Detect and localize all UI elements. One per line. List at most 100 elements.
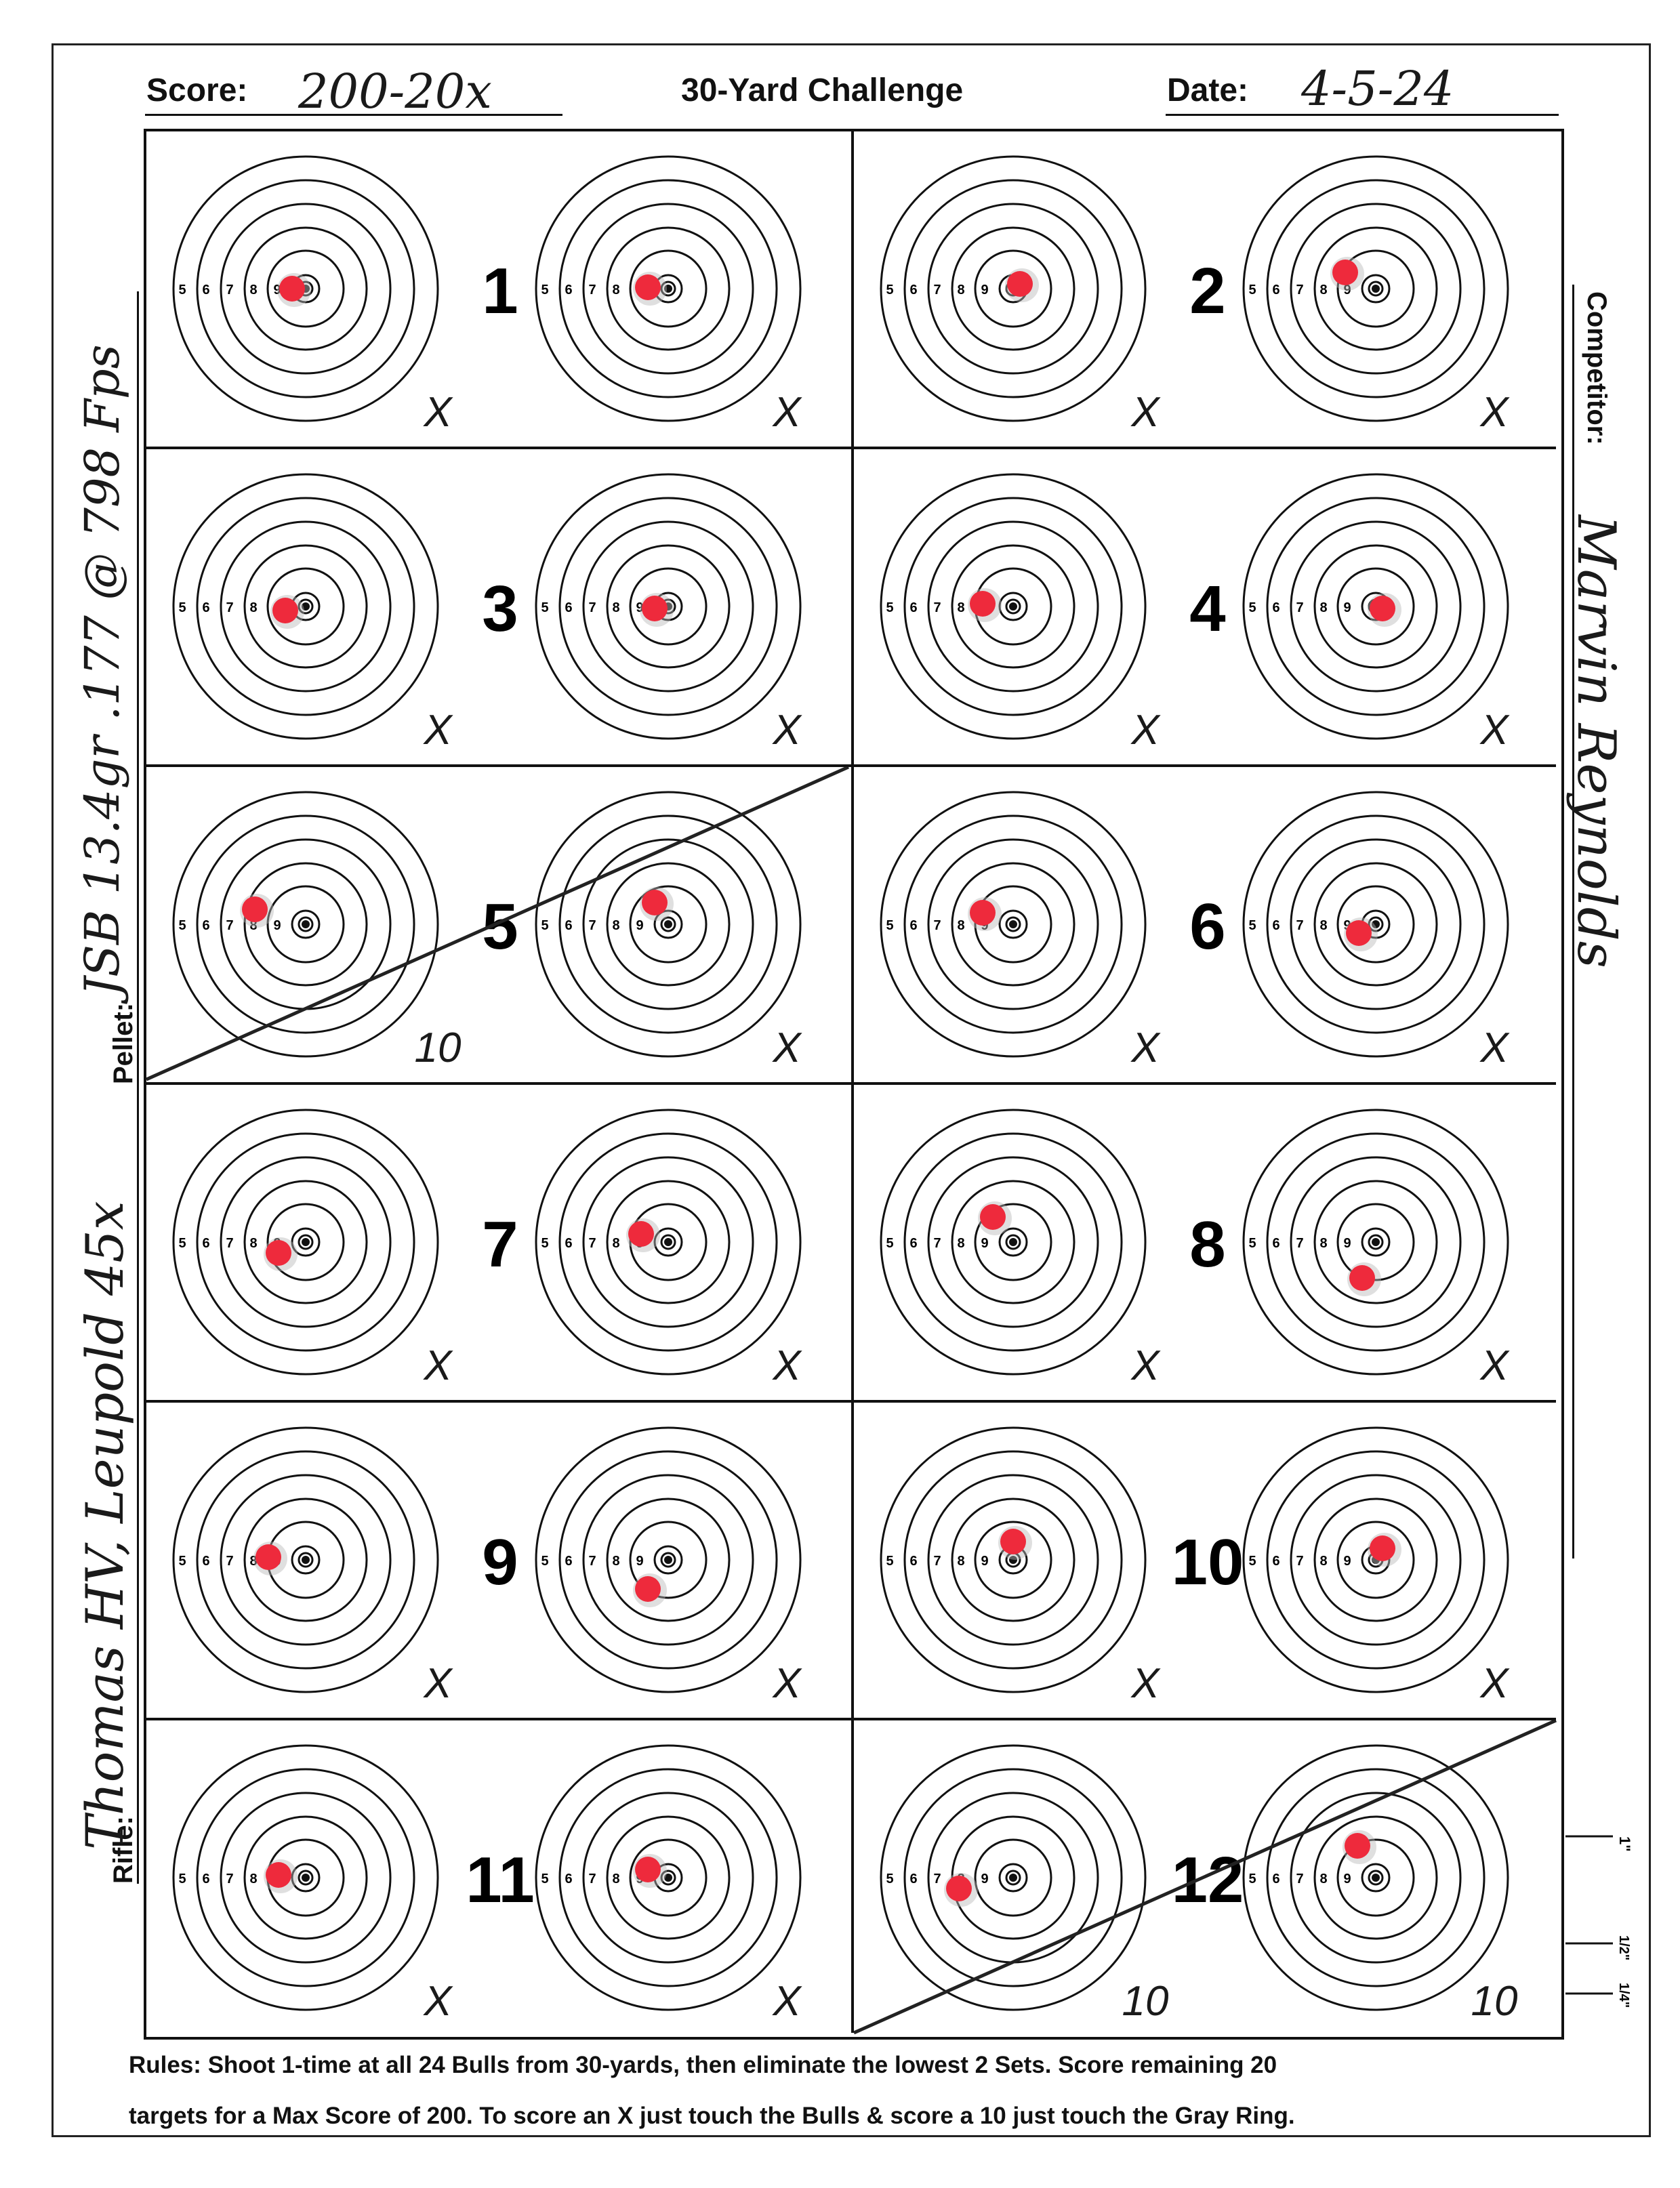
target-ring: [196, 497, 415, 716]
bull-center: [664, 1874, 672, 1882]
ring-label: 6: [909, 283, 917, 297]
ring-label: 7: [226, 283, 233, 297]
ring-label: 7: [226, 1236, 233, 1251]
ring-label: 8: [612, 600, 619, 615]
target-ring: [1368, 916, 1384, 932]
target-ring: [1266, 814, 1486, 1034]
ring-label: 8: [612, 918, 619, 933]
target-ring: [1242, 1426, 1509, 1693]
pellet-label: Pellet:: [108, 1002, 138, 1084]
score-mark-right: X: [1479, 1025, 1510, 1071]
target-ring: [1266, 1132, 1486, 1352]
target-ring: [1368, 1234, 1384, 1250]
target-ring: [951, 1180, 1075, 1304]
ring-label: 5: [1248, 918, 1256, 933]
set-number: 2: [1189, 255, 1225, 327]
target-ring: [1313, 1180, 1438, 1304]
bull-center: [302, 602, 310, 611]
ring-label: 5: [178, 1872, 186, 1886]
target-ring: [606, 1180, 731, 1304]
ring-label: 8: [957, 1236, 964, 1251]
ring-label: 9: [636, 1554, 643, 1569]
target-ring: [903, 814, 1123, 1034]
target-ring: [927, 1156, 1099, 1328]
ring-label: 9: [981, 283, 988, 297]
ring-label: 7: [1296, 600, 1303, 615]
target-ring: [974, 249, 1052, 328]
side-line-left: [137, 291, 139, 1884]
target-set: 5678910567891012: [854, 1720, 1557, 2035]
ring-label: 6: [202, 283, 209, 297]
set-number: 8: [1189, 1208, 1225, 1281]
target-ring: [196, 1450, 415, 1670]
ring-label: 5: [886, 918, 893, 933]
target-ring: [535, 1426, 802, 1693]
ring-label: 5: [541, 600, 548, 615]
pellet-hole: [1370, 596, 1395, 621]
target-ring: [243, 1180, 368, 1304]
target-ring: [1242, 791, 1509, 1058]
target-ring: [606, 1815, 731, 1940]
set-number: 3: [482, 573, 518, 645]
ring-label: 6: [909, 918, 917, 933]
pellet-hole: [970, 900, 996, 926]
ring-label: 9: [273, 918, 281, 933]
target-ring: [903, 1132, 1123, 1352]
target-ring: [606, 862, 731, 987]
target-ring: [1336, 1203, 1415, 1281]
ring-label: 7: [933, 1236, 941, 1251]
target-ring: [266, 567, 345, 646]
target-ring: [974, 1838, 1052, 1917]
ring-label: 5: [541, 1872, 548, 1886]
score-mark-right: X: [771, 389, 802, 436]
score-mark-left: X: [1130, 1342, 1161, 1389]
ring-label: 6: [1272, 600, 1279, 615]
ring-label: 5: [178, 600, 186, 615]
pellet-hole: [628, 1221, 654, 1247]
score-mark-left: 10: [1122, 1978, 1169, 2025]
target-ring: [927, 1474, 1099, 1646]
rules-line-1: Rules: Shoot 1-time at all 24 Bulls from…: [129, 2052, 1277, 2078]
target-ring: [582, 520, 754, 693]
target-ring: [582, 838, 754, 1010]
set-number: 7: [482, 1208, 518, 1281]
bull-center: [1009, 602, 1017, 611]
target-ring: [243, 544, 368, 669]
ring-label: 8: [249, 1236, 257, 1251]
target-ring: [582, 1792, 754, 1964]
ring-label: 6: [909, 1236, 917, 1251]
bull-center: [302, 1874, 310, 1882]
target-ring: [629, 567, 708, 646]
target-ring: [266, 885, 345, 964]
ring-label: 9: [1343, 600, 1351, 615]
target-ring: [582, 203, 754, 375]
ring-label: 7: [588, 600, 596, 615]
ring-label: 9: [273, 283, 281, 297]
score-mark-right: X: [771, 1978, 802, 2025]
target-ring: [880, 1109, 1147, 1376]
ring-label: 6: [1272, 1554, 1279, 1569]
target-ring: [1313, 544, 1438, 669]
target-ring: [243, 1498, 368, 1622]
ring-label: 6: [565, 918, 572, 933]
ring-label: 7: [933, 600, 941, 615]
target-ring: [535, 1744, 802, 2011]
ring-label: 7: [588, 1236, 596, 1251]
ring-label: 5: [541, 918, 548, 933]
target-ring: [1313, 1498, 1438, 1622]
target-set: 5 6 7 8 9 X 5 6 7 8 9 X 2: [854, 131, 1556, 449]
pellet-hole: [266, 1862, 291, 1888]
ring-label: 8: [957, 600, 964, 615]
target-ring: [1313, 226, 1438, 351]
target-ring: [196, 179, 415, 398]
target-ring: [220, 203, 392, 375]
target-set: 56789X56789X3: [146, 449, 854, 767]
ring-label: 7: [588, 283, 596, 297]
ring-label: 7: [1296, 1872, 1303, 1886]
